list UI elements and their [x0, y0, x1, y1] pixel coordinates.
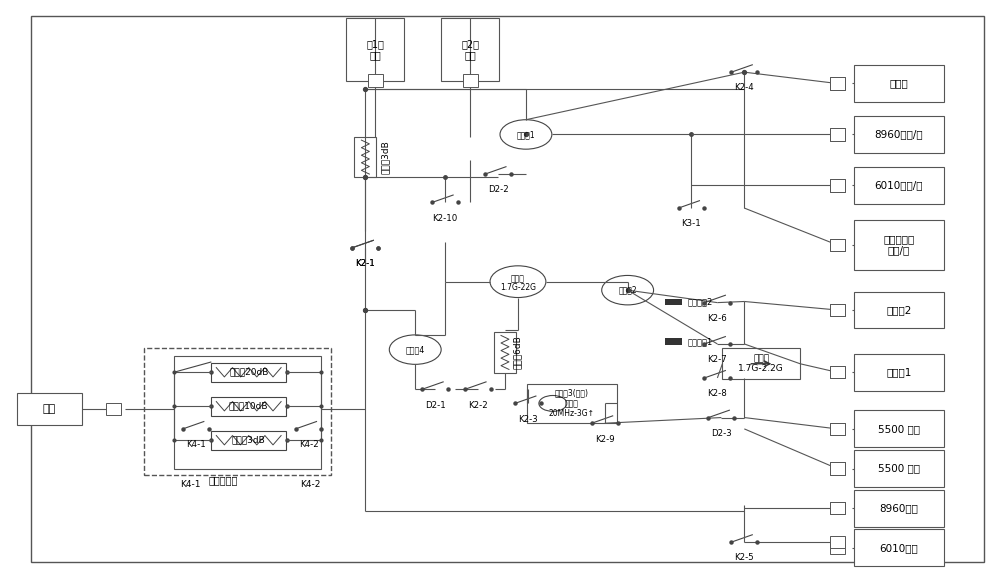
Bar	[830, 542, 845, 554]
Text: 6010输出: 6010输出	[880, 543, 918, 553]
Text: K2-1: K2-1	[356, 259, 375, 268]
Bar	[174, 356, 321, 468]
Text: 信号源1: 信号源1	[886, 367, 912, 377]
Text: 频谱仪: 频谱仪	[890, 79, 908, 89]
Bar	[17, 394, 82, 424]
Text: K3-1: K3-1	[682, 220, 701, 228]
Bar	[830, 502, 845, 514]
Bar	[144, 348, 331, 475]
Bar	[854, 410, 944, 447]
Text: K4-2: K4-2	[300, 480, 321, 489]
Text: D2-3: D2-3	[711, 429, 732, 438]
Bar	[830, 423, 845, 435]
Bar	[106, 403, 121, 415]
Text: K2-6: K2-6	[708, 314, 727, 323]
Text: 衰减器3dB: 衰减器3dB	[380, 140, 389, 174]
Text: K4-1: K4-1	[181, 480, 201, 489]
Bar	[830, 128, 845, 141]
Text: 匹配电阻1: 匹配电阻1	[687, 337, 713, 346]
Bar	[854, 167, 944, 204]
Bar	[854, 116, 944, 153]
Bar	[854, 220, 944, 270]
Bar	[346, 18, 404, 81]
Bar	[368, 75, 383, 87]
Bar	[665, 299, 682, 306]
Bar	[665, 339, 682, 345]
Bar	[854, 529, 944, 566]
Text: K2-7: K2-7	[708, 355, 727, 364]
Text: 8960输入/出: 8960输入/出	[875, 130, 923, 139]
Text: 功分器1: 功分器1	[517, 130, 535, 139]
Bar	[830, 462, 845, 475]
Bar	[854, 354, 944, 391]
Text: 蓝牙综测仪
输出/入: 蓝牙综测仪 输出/入	[883, 234, 915, 255]
Text: 口1频
谱仪: 口1频 谱仪	[366, 39, 384, 60]
Text: 功分器3(隔离)
合路器
20MHz-3G↑: 功分器3(隔离) 合路器 20MHz-3G↑	[549, 389, 595, 418]
Bar	[854, 450, 944, 487]
Text: 衰减器10dB: 衰减器10dB	[229, 402, 268, 411]
Bar	[211, 431, 286, 450]
Text: 衰减器6dB: 衰减器6dB	[513, 336, 522, 369]
Bar	[441, 18, 499, 81]
Bar	[830, 304, 845, 316]
Text: K2-10: K2-10	[433, 214, 458, 222]
Bar	[830, 77, 845, 90]
Text: K2-2: K2-2	[468, 401, 488, 410]
Text: 功分器2: 功分器2	[618, 286, 637, 295]
Text: 5500 输入: 5500 输入	[878, 464, 920, 473]
Text: 环行器: 环行器	[511, 274, 525, 283]
Text: K2-1: K2-1	[356, 259, 375, 268]
Text: K2-5: K2-5	[734, 554, 754, 562]
Bar	[830, 536, 845, 549]
Bar	[211, 363, 286, 382]
Bar	[830, 128, 845, 141]
Bar	[854, 490, 944, 526]
Text: 衰减器模块: 衰减器模块	[208, 475, 237, 485]
Text: 6010输入/出: 6010输入/出	[875, 180, 923, 191]
Bar	[830, 238, 845, 251]
Text: K2-9: K2-9	[595, 435, 615, 444]
Text: 信号源2: 信号源2	[886, 305, 912, 315]
Bar	[463, 75, 478, 87]
Text: 功分器4: 功分器4	[406, 345, 425, 354]
Bar	[354, 137, 376, 178]
Text: 衰减器3dB: 衰减器3dB	[232, 436, 266, 445]
Text: 8960输出: 8960输出	[879, 503, 918, 513]
Bar	[494, 332, 516, 373]
Bar	[830, 77, 845, 90]
Text: K4-2: K4-2	[299, 440, 318, 449]
Bar	[830, 238, 845, 251]
Bar	[830, 423, 845, 435]
Text: K4-1: K4-1	[186, 440, 206, 449]
Bar	[830, 179, 845, 192]
Text: 匹配电阻2: 匹配电阻2	[687, 298, 713, 307]
Text: 单向器
1.7G-2.2G: 单向器 1.7G-2.2G	[738, 354, 784, 373]
Bar	[830, 304, 845, 316]
Text: D2-1: D2-1	[425, 401, 446, 410]
Text: D2-2: D2-2	[488, 185, 508, 195]
Bar	[830, 179, 845, 192]
Text: 5500 输出: 5500 输出	[878, 424, 920, 434]
Bar	[527, 384, 617, 423]
Text: 衰减器20dB: 衰减器20dB	[229, 368, 268, 377]
Bar	[854, 291, 944, 328]
Bar	[830, 366, 845, 378]
Text: 口2频
谱仪: 口2频 谱仪	[461, 39, 479, 60]
Text: 1.7G-22G: 1.7G-22G	[500, 283, 536, 292]
Bar	[722, 348, 800, 380]
Bar	[830, 366, 845, 378]
Bar	[830, 502, 845, 514]
Text: K2-3: K2-3	[518, 415, 538, 424]
Bar	[830, 462, 845, 475]
Text: 终端: 终端	[43, 404, 56, 414]
Bar	[854, 65, 944, 102]
Text: K2-4: K2-4	[734, 84, 754, 93]
Bar	[211, 397, 286, 415]
Text: K2-8: K2-8	[708, 389, 727, 398]
